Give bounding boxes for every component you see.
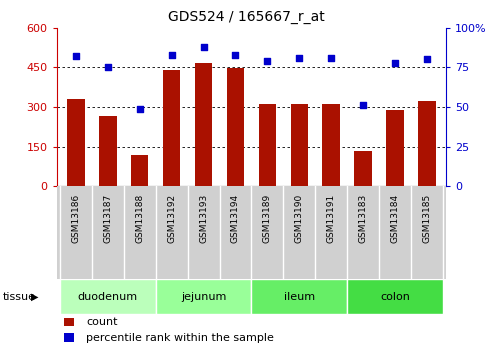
Bar <box>60 279 156 314</box>
Text: GSM13192: GSM13192 <box>167 194 176 243</box>
Bar <box>418 101 436 186</box>
Text: duodenum: duodenum <box>78 292 138 302</box>
Point <box>423 57 431 62</box>
Point <box>168 52 176 57</box>
Text: GSM13183: GSM13183 <box>359 194 368 243</box>
Text: GSM13188: GSM13188 <box>135 194 144 243</box>
Bar <box>156 279 251 314</box>
Bar <box>387 110 404 186</box>
Point <box>295 55 303 60</box>
Point <box>263 58 271 64</box>
Text: colon: colon <box>380 292 410 302</box>
Text: GSM13190: GSM13190 <box>295 194 304 243</box>
Bar <box>65 333 74 342</box>
Point <box>72 53 80 59</box>
Point <box>232 52 240 57</box>
Text: GSM13187: GSM13187 <box>103 194 112 243</box>
Bar <box>259 104 276 186</box>
Bar <box>347 279 443 314</box>
Text: count: count <box>86 317 117 327</box>
Text: GSM13194: GSM13194 <box>231 194 240 243</box>
Point <box>136 106 143 111</box>
Bar <box>65 318 74 326</box>
Bar <box>67 99 85 186</box>
Point <box>391 60 399 65</box>
Bar <box>227 68 244 186</box>
Text: ileum: ileum <box>284 292 315 302</box>
Text: ▶: ▶ <box>31 292 38 302</box>
Text: GSM13189: GSM13189 <box>263 194 272 243</box>
Point <box>200 44 208 49</box>
Text: GDS524 / 165667_r_at: GDS524 / 165667_r_at <box>168 10 325 24</box>
Bar <box>322 104 340 186</box>
Bar <box>195 63 212 186</box>
Bar <box>251 279 347 314</box>
Text: jejunum: jejunum <box>181 292 226 302</box>
Point <box>104 65 112 70</box>
Point <box>327 55 335 60</box>
Text: GSM13191: GSM13191 <box>327 194 336 243</box>
Text: GSM13184: GSM13184 <box>390 194 400 243</box>
Bar <box>290 104 308 186</box>
Bar <box>99 116 116 186</box>
Point <box>359 102 367 108</box>
Text: tissue: tissue <box>2 292 35 302</box>
Text: GSM13185: GSM13185 <box>423 194 431 243</box>
Text: GSM13186: GSM13186 <box>71 194 80 243</box>
Bar <box>163 70 180 186</box>
Bar <box>354 151 372 186</box>
Text: percentile rank within the sample: percentile rank within the sample <box>86 333 274 343</box>
Text: GSM13193: GSM13193 <box>199 194 208 243</box>
Bar <box>131 155 148 186</box>
